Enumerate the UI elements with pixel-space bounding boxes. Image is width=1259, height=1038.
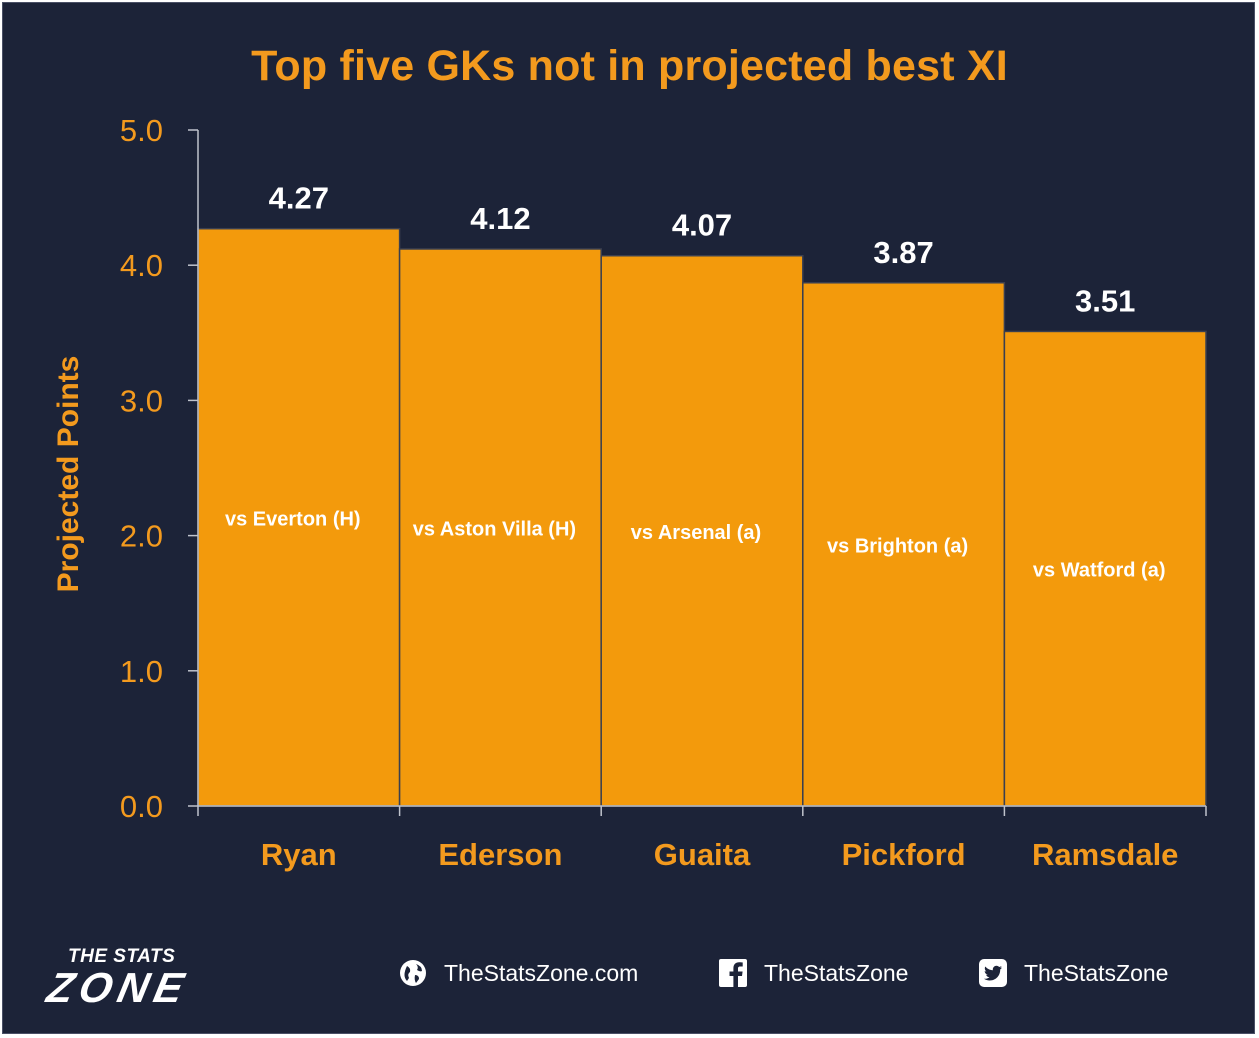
y-tick-label: 3.0 — [120, 383, 163, 418]
bar-ryan — [197, 227, 401, 807]
y-tick-label: 4.0 — [120, 248, 163, 283]
x-tick-label: Pickford — [842, 837, 966, 872]
y-tick-label: 2.0 — [120, 519, 163, 554]
twitter-text: TheStatsZone — [1024, 959, 1169, 986]
stats-zone-logo: THE STATS ZONE — [43, 946, 268, 1016]
y-tick-label: 5.0 — [120, 113, 163, 148]
twitter-icon — [978, 958, 1008, 988]
logo-main-text: ZONE — [43, 964, 194, 1011]
data-label: 4.27 — [269, 181, 329, 216]
data-label: 3.87 — [873, 235, 933, 270]
logo-top-text: THE STATS — [68, 946, 176, 967]
y-axis-label: Projected Points — [52, 356, 85, 593]
y-tick-label: 1.0 — [120, 654, 163, 689]
data-label: 4.12 — [470, 201, 530, 236]
x-tick-label: Ederson — [438, 837, 562, 872]
bar-ederson — [398, 248, 602, 807]
x-tick-label: Guaita — [654, 837, 751, 872]
twitter-link[interactable]: TheStatsZone — [978, 958, 1168, 988]
globe-icon — [398, 958, 428, 988]
bar-ramsdale — [1003, 330, 1207, 807]
bar-annotation: vs Aston Villa (H) — [413, 518, 576, 540]
footer: THE STATS ZONE TheStatsZone.com TheStats… — [0, 928, 1259, 1034]
website-text: TheStatsZone.com — [444, 959, 639, 986]
data-label: 4.07 — [672, 208, 732, 243]
bar-annotation: vs Everton (H) — [225, 508, 361, 530]
x-tick-label: Ramsdale — [1032, 837, 1178, 872]
bar-annotation: vs Arsenal (a) — [631, 522, 761, 544]
chart-title: Top five GKs not in projected best XI — [251, 42, 1008, 90]
bar-annotation: vs Watford (a) — [1033, 560, 1166, 582]
facebook-text: TheStatsZone — [764, 959, 909, 986]
x-tick-label: Ryan — [261, 837, 337, 872]
data-label: 3.51 — [1075, 283, 1135, 318]
website-link[interactable]: TheStatsZone.com — [398, 958, 638, 988]
facebook-link[interactable]: TheStatsZone — [718, 958, 908, 988]
bar-guaita — [600, 254, 804, 807]
y-tick-label: 0.0 — [120, 789, 163, 824]
facebook-icon — [718, 958, 748, 988]
bar-annotation: vs Brighton (a) — [827, 535, 968, 557]
